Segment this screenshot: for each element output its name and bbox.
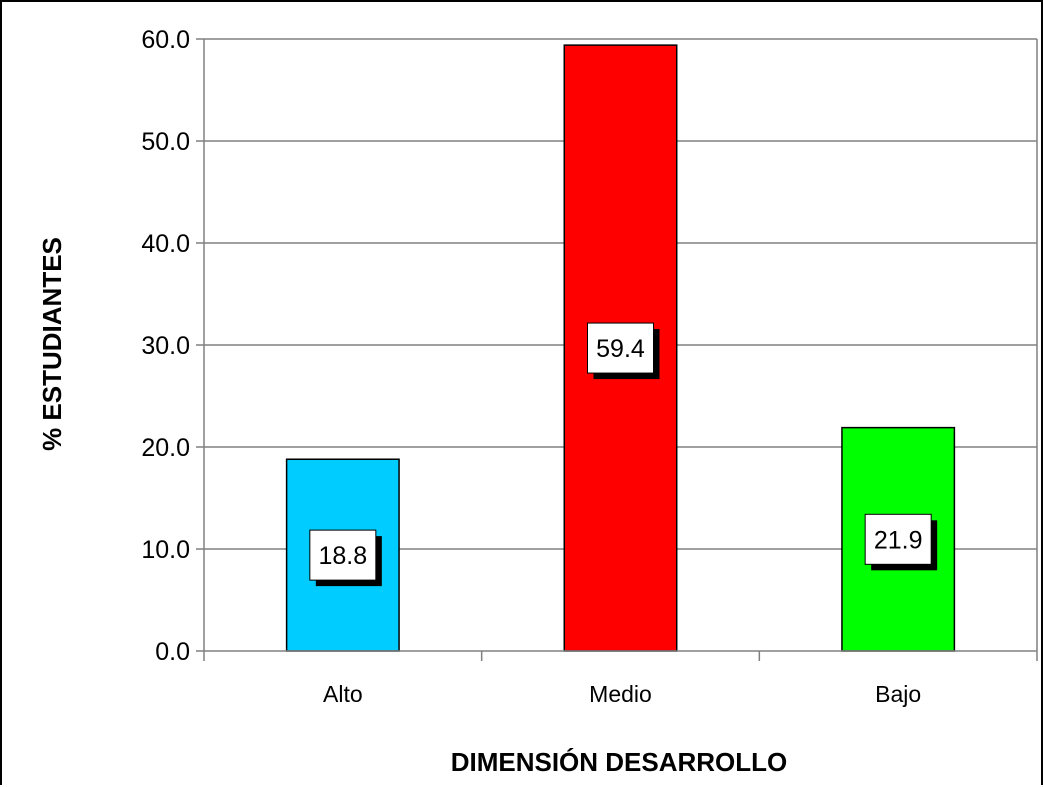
data-label-box [309, 529, 377, 581]
data-label: 21.9 [874, 526, 923, 554]
y-axis-title: % ESTUDIANTES [37, 237, 67, 451]
axes: 0.0 10.0 20.0 30.0 40.0 50.0 60.0 Alto Medio Bajo [141, 26, 1038, 707]
data-label: 59.4 [596, 335, 645, 363]
y-tick-label: 50.0 [141, 128, 190, 156]
y-tick-label: 20.0 [141, 434, 190, 462]
y-tick-label: 30.0 [141, 332, 190, 360]
data-label-box [587, 322, 654, 374]
y-tick-label: 40.0 [141, 230, 190, 258]
y-tick-label: 60.0 [141, 26, 190, 54]
x-category-label: Bajo [875, 681, 921, 707]
data-label-box [864, 513, 932, 565]
data-labels: 18.8 59.4 21.9 [309, 322, 938, 587]
x-axis-title: DIMENSIÓN DESARROLLO [451, 747, 788, 777]
x-category-label: Medio [589, 681, 652, 707]
data-label: 18.8 [318, 542, 367, 570]
y-tick-label: 10.0 [141, 536, 190, 564]
y-tick-label: 0.0 [155, 638, 190, 666]
x-category-label: Alto [323, 681, 363, 707]
